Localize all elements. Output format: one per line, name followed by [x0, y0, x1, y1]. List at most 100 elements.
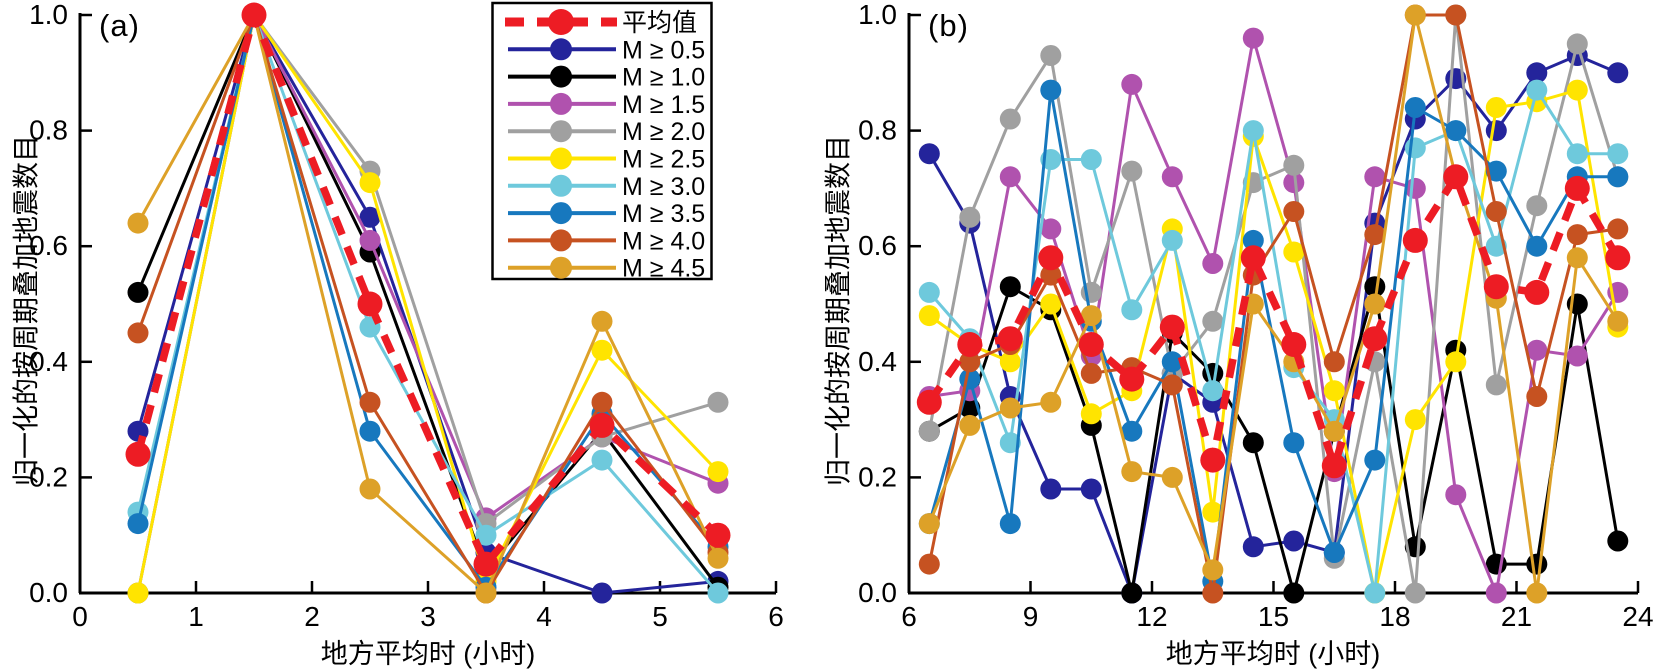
series-line — [134, 3, 721, 572]
data-point — [707, 582, 729, 604]
data-point — [918, 553, 940, 575]
panel-b-ylabel: 归一化的按周期叠加地震数目 — [823, 135, 854, 486]
data-point — [916, 389, 942, 415]
legend-sample-marker — [550, 147, 572, 170]
legend-item-label: M ≥ 1.5 — [622, 91, 705, 119]
panel-b: 6 9 12 15 18 21 24 0.0 0.2 0.4 0.6 0.8 1.0 — [858, 0, 1653, 632]
x-tick-label: 12 — [1136, 601, 1167, 632]
data-point — [127, 212, 149, 234]
data-point — [1200, 447, 1226, 473]
data-point — [1364, 224, 1386, 246]
data-point — [1404, 97, 1426, 118]
data-point — [959, 414, 981, 436]
data-point — [1040, 218, 1062, 240]
data-point — [1566, 224, 1588, 246]
data-point — [359, 391, 381, 413]
data-point — [241, 2, 267, 28]
series-line — [136, 11, 720, 594]
legend-sample-marker — [548, 9, 574, 35]
data-point — [1526, 195, 1548, 217]
data-point — [1607, 530, 1629, 552]
data-point — [999, 108, 1021, 130]
data-point — [1080, 149, 1102, 170]
legend-item-label: M ≥ 2.5 — [622, 146, 705, 174]
data-point — [959, 206, 981, 228]
data-point — [1119, 366, 1145, 392]
legend-item-label: M ≥ 2.0 — [622, 118, 705, 146]
legend-sample-marker — [550, 229, 572, 252]
data-point — [1161, 374, 1183, 396]
data-point — [918, 420, 940, 442]
data-point — [1364, 293, 1386, 315]
data-point — [1040, 79, 1062, 101]
legend-item-m-ge-4.5: M ≥ 4.5 — [508, 255, 705, 283]
x-tick-label: 1 — [188, 601, 204, 632]
data-point — [1161, 351, 1183, 373]
legend-item-label: M ≥ 3.0 — [622, 173, 705, 201]
y-tick-label: 0.0 — [858, 577, 897, 608]
data-point — [1202, 582, 1224, 604]
data-point — [127, 513, 149, 535]
data-point — [1321, 453, 1347, 479]
data-point — [1080, 305, 1102, 327]
data-point — [1605, 245, 1631, 271]
data-point — [999, 166, 1021, 188]
x-tick-label: 24 — [1622, 601, 1653, 632]
data-point — [125, 441, 151, 467]
legend-sample-marker — [550, 256, 572, 279]
panel-b-xlabel: 地方平均时 (小时) — [1165, 639, 1381, 669]
data-point — [1607, 143, 1629, 165]
data-point — [357, 291, 383, 317]
legend-sample-marker — [550, 120, 572, 143]
data-point — [705, 522, 731, 548]
data-point — [1202, 380, 1224, 402]
data-point — [1526, 339, 1548, 361]
legend-item-label: M ≥ 0.5 — [622, 36, 705, 64]
data-point — [918, 513, 940, 535]
data-point — [918, 281, 940, 303]
data-point — [1283, 582, 1305, 604]
data-point — [1040, 391, 1062, 413]
data-point — [707, 391, 729, 413]
data-point — [918, 143, 940, 165]
data-point — [589, 412, 615, 438]
data-point — [999, 276, 1021, 298]
x-tick-label: 0 — [72, 601, 88, 632]
y-tick-label: 0.2 — [29, 461, 68, 492]
data-point — [999, 351, 1021, 373]
data-point — [1283, 154, 1305, 176]
data-point — [1040, 45, 1062, 66]
series-line — [136, 10, 720, 596]
data-point — [1159, 314, 1185, 340]
data-point — [1404, 536, 1426, 558]
data-point — [1323, 380, 1345, 402]
data-point — [1040, 478, 1062, 500]
data-point — [1121, 420, 1143, 442]
legend-item-label: M ≥ 1.0 — [622, 64, 705, 92]
data-point — [1080, 362, 1102, 384]
legend-item-m-ge-1.0: M ≥ 1.0 — [508, 64, 705, 92]
y-tick-label: 0.8 — [858, 115, 897, 146]
data-point — [1080, 403, 1102, 425]
data-point — [1242, 120, 1264, 142]
data-point — [1607, 218, 1629, 240]
data-point — [359, 420, 381, 442]
data-point — [1161, 166, 1183, 188]
x-tick-label: 2 — [304, 601, 320, 632]
panel-a-tag: (a) — [99, 8, 140, 43]
x-tick-label: 9 — [1023, 601, 1039, 632]
series-line — [136, 10, 720, 596]
data-point — [1566, 247, 1588, 269]
legend-sample-marker — [550, 92, 572, 115]
legend-sample-marker — [550, 202, 572, 225]
panel-b-tag: (b) — [928, 8, 969, 43]
data-point — [1485, 374, 1507, 396]
y-tick-label: 0.4 — [858, 346, 897, 377]
data-point — [1404, 4, 1426, 26]
data-point — [1566, 33, 1588, 55]
legend-sample-marker — [550, 38, 572, 61]
data-point — [1566, 143, 1588, 165]
data-point — [1281, 332, 1307, 357]
